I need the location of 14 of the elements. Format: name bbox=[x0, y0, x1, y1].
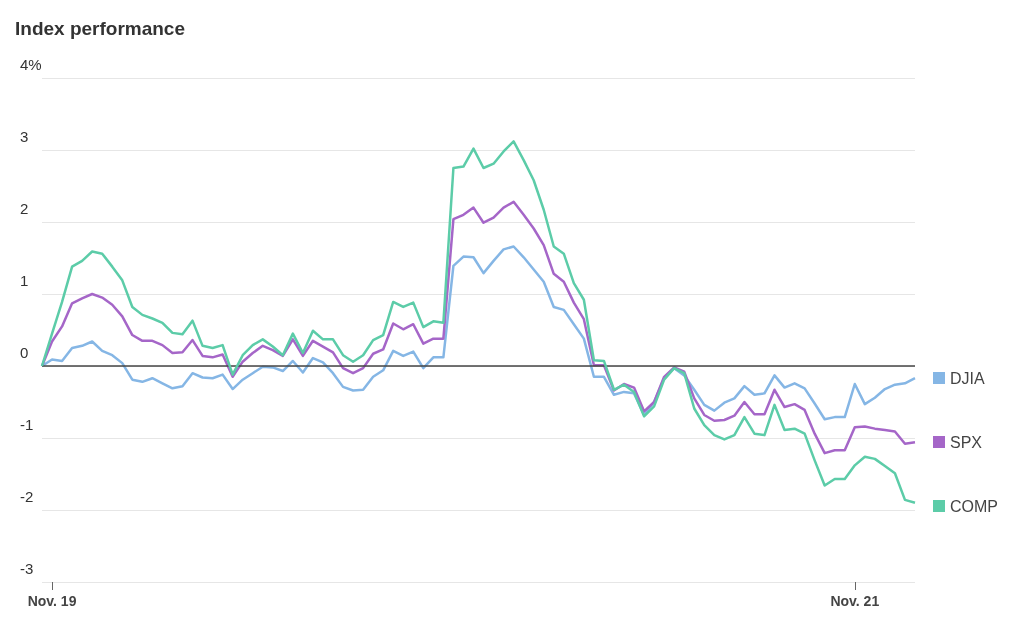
legend-label: DJIA bbox=[950, 369, 985, 387]
y-tick-label: -2 bbox=[20, 488, 34, 505]
x-tick-label: Nov. 21 bbox=[830, 593, 880, 609]
y-tick-label: 0 bbox=[20, 344, 29, 361]
legend-label: SPX bbox=[950, 433, 983, 451]
y-tick-label: 4% bbox=[20, 56, 42, 73]
y-tick-label: 1 bbox=[20, 272, 29, 289]
x-tick-label: Nov. 19 bbox=[27, 593, 77, 609]
y-tick-label: 2 bbox=[20, 200, 29, 217]
y-tick-label: -3 bbox=[20, 560, 34, 577]
y-tick-label: 3 bbox=[20, 128, 29, 145]
y-tick-label: -1 bbox=[20, 416, 34, 433]
chart-title: Index performance bbox=[15, 18, 185, 39]
legend-label: COMP bbox=[950, 497, 998, 515]
